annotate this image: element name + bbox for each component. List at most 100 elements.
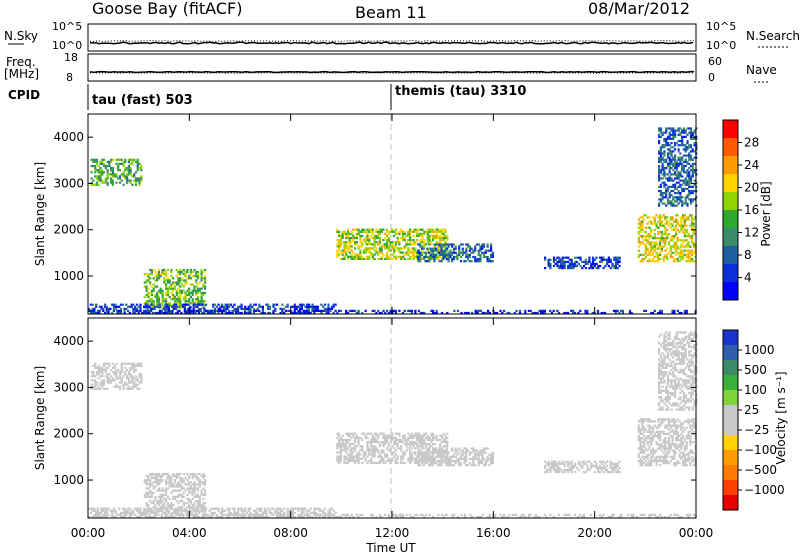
range-gate-pixel <box>361 255 364 258</box>
range-gate-pixel <box>345 236 348 240</box>
range-gate-pixel <box>164 309 167 312</box>
range-gate-pixel <box>653 243 656 246</box>
range-gate-pixel <box>618 264 621 268</box>
range-gate-pixel <box>350 255 353 258</box>
range-gate-pixel <box>161 495 164 498</box>
range-gate-pixel <box>662 462 665 465</box>
range-gate-pixel <box>377 434 380 437</box>
range-gate-pixel <box>384 455 387 458</box>
range-gate-pixel <box>172 489 175 492</box>
range-gate-pixel <box>662 455 665 458</box>
range-gate-pixel <box>685 218 688 221</box>
range-gate-pixel <box>150 306 153 309</box>
range-gate-pixel <box>364 451 367 454</box>
range-gate-pixel <box>168 483 171 486</box>
range-gate-pixel <box>104 179 107 182</box>
range-gate-pixel <box>676 258 679 261</box>
range-gate-pixel <box>90 387 93 390</box>
range-gate-pixel <box>357 309 360 312</box>
range-gate-pixel <box>350 232 353 235</box>
range-gate-pixel <box>126 175 129 178</box>
range-gate-pixel <box>639 443 642 446</box>
range-gate-pixel <box>664 449 667 452</box>
range-gate-pixel <box>584 309 587 312</box>
range-gate-pixel <box>179 485 182 488</box>
range-gate-pixel <box>302 509 305 512</box>
range-gate-pixel <box>538 309 541 312</box>
range-gate-pixel <box>196 479 200 482</box>
range-gate-pixel <box>591 264 595 268</box>
range-gate-pixel <box>668 169 671 172</box>
range-gate-pixel <box>660 445 663 448</box>
range-gate-pixel <box>577 460 580 463</box>
range-gate-pixel <box>468 253 471 256</box>
range-gate-pixel <box>145 487 148 490</box>
range-gate-pixel <box>670 204 673 207</box>
range-gate-pixel <box>547 468 550 472</box>
range-gate-pixel <box>387 245 390 248</box>
range-gate-pixel <box>284 305 287 308</box>
range-gate-pixel <box>437 255 440 258</box>
range-gate-pixel <box>272 311 275 315</box>
range-gate-pixel <box>176 511 179 514</box>
range-gate-pixel <box>101 173 104 176</box>
range-gate-pixel <box>129 173 132 176</box>
range-gate-pixel <box>323 307 327 310</box>
range-gate-pixel <box>666 142 670 145</box>
range-gate-pixel <box>687 249 690 252</box>
range-gate-pixel <box>398 230 401 233</box>
range-gate-pixel <box>387 311 390 315</box>
range-gate-pixel <box>676 239 679 242</box>
range-gate-pixel <box>659 154 662 157</box>
range-gate-pixel <box>202 497 205 501</box>
range-gate-pixel <box>377 243 380 246</box>
range-gate-pixel <box>665 129 668 132</box>
y-tick-label: 2000 <box>53 223 84 237</box>
range-gate-pixel <box>653 233 656 236</box>
range-gate-pixel <box>660 216 663 219</box>
range-gate-pixel <box>641 455 644 458</box>
range-gate-pixel <box>472 464 475 467</box>
freq-unit-label: [MHz] <box>4 67 39 81</box>
range-gate-pixel <box>196 499 200 503</box>
range-gate-pixel <box>111 511 114 514</box>
range-gate-pixel <box>136 179 139 182</box>
range-gate-pixel <box>432 230 435 233</box>
range-gate-pixel <box>659 131 662 134</box>
range-gate-pixel <box>561 264 564 268</box>
range-gate-pixel <box>664 437 667 440</box>
range-gate-pixel <box>423 447 426 450</box>
range-gate-pixel <box>467 245 470 248</box>
range-gate-pixel <box>256 307 259 310</box>
range-gate-pixel <box>394 438 397 441</box>
range-gate-pixel <box>437 241 440 244</box>
range-gate-pixel <box>675 241 678 244</box>
range-gate-pixel <box>479 249 482 252</box>
range-gate-pixel <box>637 428 640 431</box>
range-gate-pixel <box>306 309 309 312</box>
range-gate-pixel <box>665 183 668 186</box>
range-gate-pixel <box>107 513 110 516</box>
range-gate-pixel <box>393 245 396 248</box>
range-gate-pixel <box>133 158 136 161</box>
range-gate-pixel <box>145 502 148 505</box>
range-gate-pixel <box>154 504 157 507</box>
range-gate-pixel <box>299 507 302 510</box>
range-gate-pixel <box>490 453 493 456</box>
range-gate-pixel <box>653 457 656 460</box>
range-gate-pixel <box>673 220 676 223</box>
range-gate-pixel <box>433 243 436 246</box>
range-gate-pixel <box>484 249 487 252</box>
range-gate-pixel <box>393 251 396 254</box>
range-gate-pixel <box>148 515 151 519</box>
range-gate-pixel <box>670 127 673 130</box>
range-gate-pixel <box>416 257 419 260</box>
range-gate-pixel <box>675 226 678 229</box>
range-gate-pixel <box>490 253 493 256</box>
range-gate-pixel <box>487 311 490 315</box>
range-gate-pixel <box>430 241 433 244</box>
range-gate-pixel <box>119 513 123 516</box>
range-gate-pixel <box>420 447 424 450</box>
range-gate-pixel <box>159 497 162 501</box>
range-gate-pixel <box>385 228 389 231</box>
